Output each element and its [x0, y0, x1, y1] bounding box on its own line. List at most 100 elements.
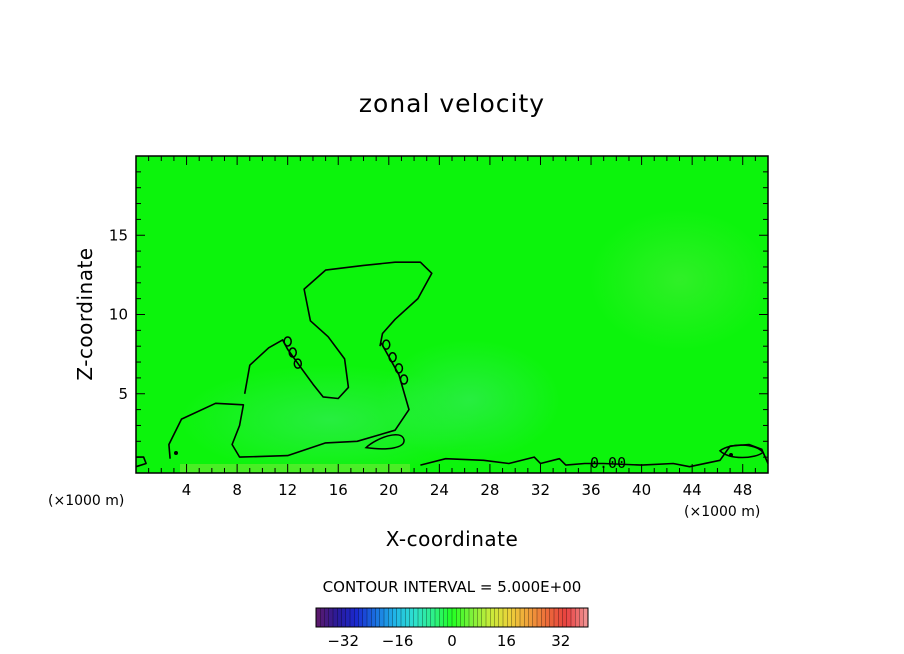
x-tick-label: 36 — [581, 481, 600, 499]
contour-dot — [174, 451, 178, 455]
colorbar-swatch — [435, 608, 440, 627]
shade-surface-band — [180, 464, 410, 472]
colorbar-swatch — [345, 608, 351, 627]
colorbar-swatch — [494, 608, 500, 627]
y-axis-title: Z-coordinate — [73, 247, 97, 380]
x-axis: 4 8 12 16 20 24 28 32 36 40 44 48 — [148, 156, 756, 499]
colorbar-swatch — [333, 608, 338, 627]
contour-interval-text: CONTOUR INTERVAL = 5.000E+00 — [323, 578, 582, 596]
contour-blob — [388, 352, 397, 363]
contour-blob — [364, 434, 405, 450]
colorbar-tick-label: 16 — [497, 632, 516, 650]
colorbar-swatch — [426, 608, 432, 627]
colorbar-swatch — [401, 608, 406, 627]
contour-blob — [293, 358, 303, 369]
colorbar-swatch — [430, 608, 436, 627]
colorbar-swatch — [545, 608, 551, 627]
colorbar-swatch — [396, 608, 402, 627]
colorbar-swatch — [503, 608, 508, 627]
colorbar-swatch — [507, 608, 512, 627]
zero-contours — [135, 261, 769, 468]
colorbar-swatch — [498, 608, 504, 627]
colorbar-swatch — [486, 608, 491, 627]
colorbar-swatch — [562, 608, 568, 627]
colorbar-tick-label: −16 — [382, 632, 414, 650]
chart-title: zonal velocity — [359, 89, 545, 118]
x-tick-label: 12 — [278, 481, 297, 499]
shade-region-mid — [380, 340, 560, 460]
contour-dot — [729, 453, 733, 457]
colorbar-swatch — [452, 608, 457, 627]
x-axis-title: X-coordinate — [386, 527, 519, 551]
x-unit-label-left: (×1000 m) — [48, 493, 124, 509]
colorbar-swatch — [528, 608, 534, 627]
colorbar-swatch — [379, 608, 385, 627]
colorbar-swatch — [537, 608, 542, 627]
colorbar-swatch — [481, 608, 487, 627]
colorbar-swatch — [320, 608, 325, 627]
colorbar-swatch — [328, 608, 334, 627]
colorbar-swatch — [524, 608, 529, 627]
colorbar-swatch — [532, 608, 538, 627]
colorbar-swatch — [439, 608, 444, 627]
colorbar-tick-label: 0 — [447, 632, 457, 650]
colorbar-swatch — [579, 608, 585, 627]
shade-region-right — [590, 210, 770, 350]
plot-area: 0.00 — [135, 155, 770, 475]
colorbar-tick-label: −32 — [327, 632, 359, 650]
colorbar-swatch — [422, 608, 427, 627]
y-axis: 5 10 15 — [109, 171, 768, 458]
colorbar-swatch — [515, 608, 521, 627]
colorbar-swatch — [409, 608, 415, 627]
colorbar-swatch — [520, 608, 525, 627]
x-tick-label: 44 — [683, 481, 702, 499]
colorbar-swatch — [456, 608, 461, 627]
colorbar-swatch — [362, 608, 368, 627]
y-tick-label: 5 — [118, 385, 128, 403]
colorbar-swatch — [405, 608, 410, 627]
colorbar-swatch — [324, 608, 330, 627]
contour-blob — [288, 347, 297, 358]
x-tick-label: 8 — [232, 481, 242, 499]
colorbar-swatch — [460, 608, 466, 627]
contour-value-label: 0.00 — [590, 454, 626, 472]
colorbar-swatch — [316, 608, 321, 627]
y-tick-label: 15 — [109, 226, 128, 244]
contour-blob — [394, 363, 404, 374]
colorbar: −32 −16 0 16 32 — [315, 607, 589, 650]
x-tick-label: 32 — [531, 481, 550, 499]
colorbar-swatch — [443, 608, 449, 627]
y-tick-label: 10 — [109, 306, 128, 324]
x-tick-label: 4 — [182, 481, 192, 499]
x-tick-label: 16 — [329, 481, 348, 499]
colorbar-swatch — [490, 608, 495, 627]
colorbar-swatch — [477, 608, 483, 627]
x-tick-label: 20 — [379, 481, 398, 499]
colorbar-swatch — [571, 608, 576, 627]
colorbar-swatch — [375, 608, 381, 627]
colorbar-swatch — [583, 608, 589, 627]
colorbar-frame — [315, 607, 589, 628]
colorbar-swatch — [384, 608, 389, 627]
x-tick-label: 40 — [632, 481, 651, 499]
colorbar-swatch — [575, 608, 580, 627]
colorbar-swatch — [341, 608, 347, 627]
colorbar-swatch — [469, 608, 474, 627]
colorbar-swatch — [554, 608, 559, 627]
colorbar-swatch — [350, 608, 355, 627]
colorbar-swatch — [388, 608, 393, 627]
colorbar-swatch — [511, 608, 517, 627]
colorbar-swatch — [358, 608, 364, 627]
colorbar-swatch — [354, 608, 359, 627]
colorbar-swatch — [566, 608, 572, 627]
zero-contour-line — [168, 342, 410, 459]
colorbar-swatch — [558, 608, 563, 627]
colorbar-swatch — [392, 608, 398, 627]
colorbar-swatch — [418, 608, 423, 627]
colorbar-swatch — [473, 608, 478, 627]
colorbar-swatch — [447, 608, 453, 627]
colorbar-swatch — [549, 608, 555, 627]
colorbar-swatch — [367, 608, 372, 627]
x-tick-label: 24 — [430, 481, 449, 499]
